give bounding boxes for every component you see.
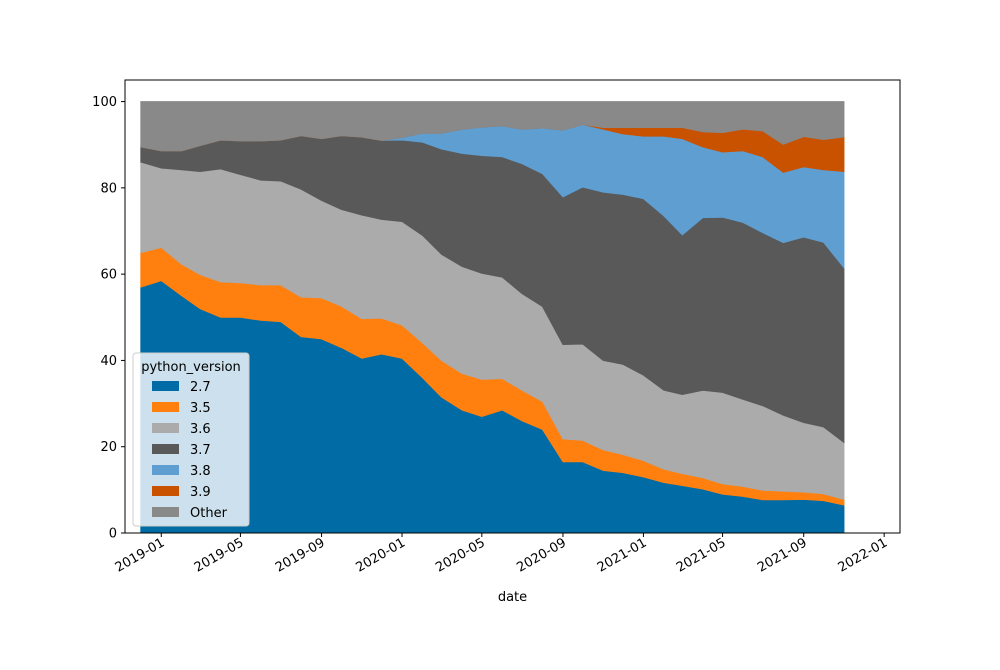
legend-label: Other — [190, 506, 228, 521]
legend-title: python_version — [141, 360, 241, 375]
legend-swatch-3-7 — [152, 444, 179, 454]
x-tick-label: 2020-05 — [433, 535, 488, 575]
legend-frame — [132, 352, 250, 527]
x-tick-label: 2019-05 — [192, 535, 247, 575]
y-axis: 0 20 40 60 80 100 — [92, 95, 125, 542]
x-tick-label: 2022-01 — [836, 535, 891, 575]
legend-items: 2.7 3.5 3.6 3.7 3.8 3.9 Other — [152, 380, 228, 521]
area-layer — [140, 101, 845, 534]
plot-frame — [124, 79, 901, 534]
legend-swatch-other — [152, 507, 179, 517]
legend-swatch-3-9 — [152, 486, 179, 496]
legend-label: 3.6 — [190, 422, 211, 437]
area-series-other — [140, 101, 845, 152]
x-tick-label: 2021-05 — [674, 535, 729, 575]
x-axis-label: date — [498, 590, 527, 605]
legend-label: 3.9 — [190, 485, 211, 500]
y-tick-label: 80 — [100, 181, 117, 196]
legend-label: 3.8 — [190, 464, 211, 479]
y-tick-label: 60 — [100, 268, 117, 283]
x-tick-label: 2021-01 — [595, 535, 650, 575]
legend-label: 2.7 — [190, 380, 211, 395]
legend-swatch-3-6 — [152, 423, 179, 433]
x-axis: 2019-01 2019-05 2019-09 2020-01 2020-05 2020-… — [113, 533, 890, 576]
y-tick-label: 0 — [109, 527, 117, 542]
x-tick-label: 2020-01 — [353, 535, 408, 575]
legend-label: 3.5 — [190, 401, 211, 416]
x-tick-label: 2021-09 — [755, 535, 810, 575]
legend-swatch-3-5 — [152, 402, 179, 412]
legend-label: 3.7 — [190, 443, 211, 458]
legend-swatch-2-7 — [152, 381, 179, 391]
x-tick-label: 2019-09 — [273, 535, 328, 575]
y-tick-label: 40 — [100, 354, 117, 369]
y-tick-label: 20 — [100, 440, 117, 455]
x-tick-label: 2019-01 — [113, 535, 168, 575]
legend-swatch-3-8 — [152, 465, 179, 475]
legend: python_version 2.7 3.5 3.6 3.7 3.8 3.9 Other — [132, 352, 250, 527]
x-tick-label: 2020-09 — [514, 535, 569, 575]
y-tick-label: 100 — [92, 95, 117, 110]
